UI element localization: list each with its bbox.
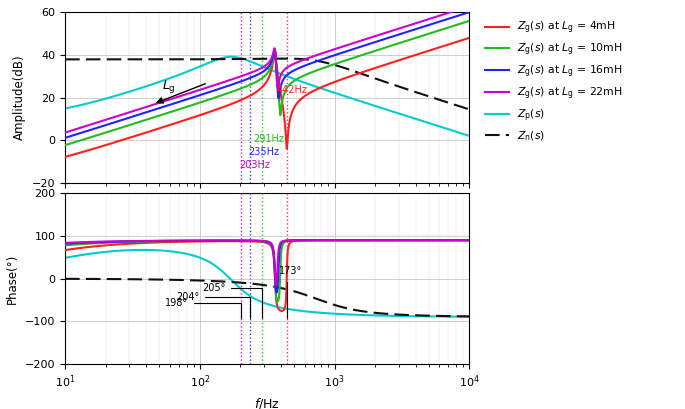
Text: 203Hz: 203Hz xyxy=(240,160,271,170)
Text: 205°: 205° xyxy=(202,283,262,318)
Text: 291Hz: 291Hz xyxy=(253,135,284,144)
Y-axis label: Amplitude(dB): Amplitude(dB) xyxy=(13,55,26,140)
X-axis label: $f$/Hz: $f$/Hz xyxy=(254,396,280,409)
Text: 204°: 204° xyxy=(177,292,250,318)
Y-axis label: Phase(°): Phase(°) xyxy=(6,254,19,304)
Text: 442Hz: 442Hz xyxy=(276,85,307,95)
Text: $L_\mathrm{g}$: $L_\mathrm{g}$ xyxy=(162,78,175,95)
Text: 235Hz: 235Hz xyxy=(248,147,279,157)
Legend: $Z_\mathrm{g}(s)$ at $L_\mathrm{g}$ = 4mH, $Z_\mathrm{g}(s)$ at $L_\mathrm{g}$ =: $Z_\mathrm{g}(s)$ at $L_\mathrm{g}$ = 4m… xyxy=(483,18,625,145)
Text: 198°: 198° xyxy=(165,299,241,318)
Text: 173°: 173° xyxy=(279,266,303,318)
